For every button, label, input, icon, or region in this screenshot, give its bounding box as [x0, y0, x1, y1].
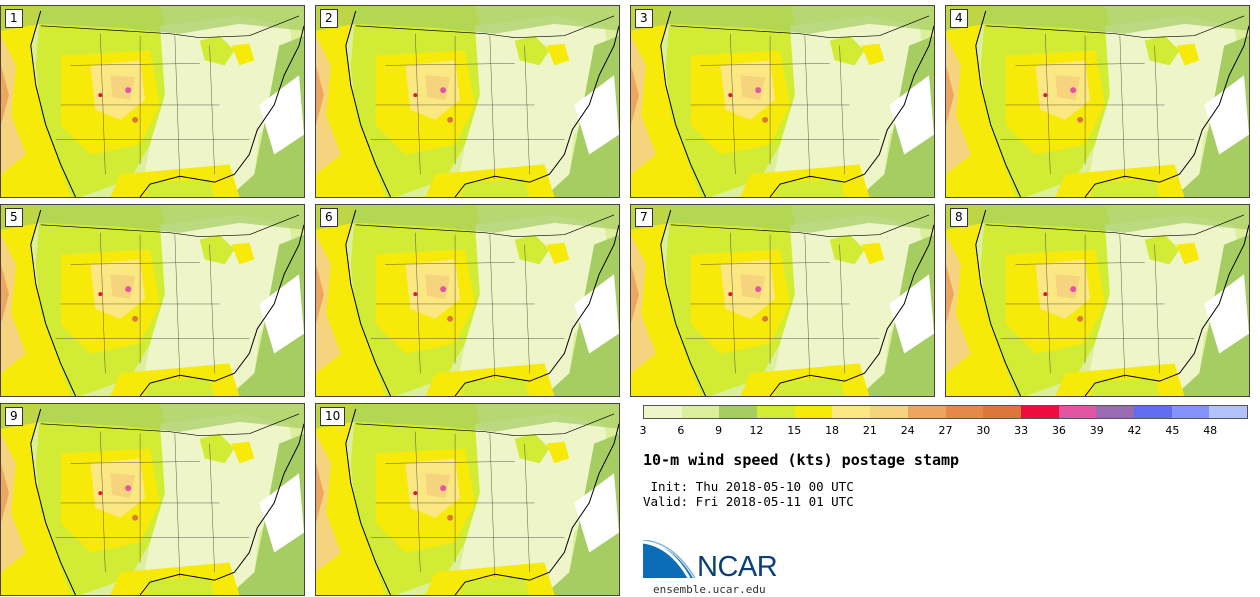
colorbar-segment [757, 406, 795, 418]
member-label: 7 [635, 208, 653, 227]
chart-title: 10-m wind speed (kts) postage stamp [643, 451, 960, 469]
colorbar-segment [870, 406, 908, 418]
colorbar-segment [832, 406, 871, 418]
member-label: 1 [5, 9, 23, 28]
colorbar-segment [1209, 406, 1247, 418]
map-image [946, 205, 1249, 396]
colorbar-tick-label: 42 [1127, 424, 1142, 437]
member-label: 9 [5, 407, 23, 426]
map-image [316, 404, 619, 595]
colorbar-segment [907, 406, 946, 418]
ensemble-member-panel: 4 [945, 5, 1250, 198]
ensemble-member-panel: 2 [315, 5, 620, 198]
member-label: 2 [320, 9, 338, 28]
ensemble-member-panel: 9 [0, 403, 305, 596]
colorbar-ticks: 3 6 9 12 15 18 21 24 27 30 33 36 39 42 45 48 [639, 424, 1248, 440]
ensemble-member-panel: 8 [945, 204, 1250, 397]
map-image [946, 6, 1249, 197]
ensemble-member-panel: 3 [630, 5, 935, 198]
colorbar-tick-label: 3 [639, 424, 647, 437]
colorbar-tick-label: 18 [825, 424, 840, 437]
colorbar-tick-label: 48 [1203, 424, 1218, 437]
site-url[interactable]: ensemble.ucar.edu [653, 583, 766, 596]
map-image [1, 205, 304, 396]
colorbar-segment [719, 406, 758, 418]
map-image [316, 205, 619, 396]
colorbar-tick-label: 30 [976, 424, 991, 437]
colorbar-tick-label: 36 [1051, 424, 1066, 437]
member-label: 4 [950, 9, 968, 28]
colorbar-tick-label: 15 [787, 424, 802, 437]
colorbar-tick-label: 21 [862, 424, 877, 437]
member-label: 8 [950, 208, 968, 227]
logo-text: NCAR [697, 551, 778, 583]
colorbar-tick-label: 6 [677, 424, 685, 437]
map-image [1, 404, 304, 595]
colorbar-segment [983, 406, 1021, 418]
ensemble-member-panel: 7 [630, 204, 935, 397]
ensemble-member-panel: 6 [315, 204, 620, 397]
colorbar-tick-label: 9 [715, 424, 723, 437]
colorbar [643, 405, 1248, 419]
ncar-logo-icon [643, 540, 696, 579]
member-label: 5 [5, 208, 23, 227]
colorbar-tick-label: 27 [938, 424, 953, 437]
colorbar-segment [1020, 406, 1059, 418]
map-image [631, 205, 934, 396]
colorbar-tick-label: 45 [1165, 424, 1180, 437]
ensemble-member-panel: 1 [0, 5, 305, 198]
member-label: 6 [320, 208, 338, 227]
map-image [316, 6, 619, 197]
colorbar-segment [1058, 406, 1097, 418]
member-label: 3 [635, 9, 653, 28]
colorbar-tick-label: 39 [1089, 424, 1104, 437]
colorbar-tick-label: 33 [1014, 424, 1029, 437]
ensemble-member-panel: 5 [0, 204, 305, 397]
colorbar-segment [681, 406, 720, 418]
colorbar-tick-label: 24 [900, 424, 915, 437]
colorbar-tick-label: 12 [749, 424, 764, 437]
colorbar-segment [945, 406, 984, 418]
map-image [1, 6, 304, 197]
colorbar-segment [794, 406, 833, 418]
map-image [631, 6, 934, 197]
colorbar-segment [1171, 406, 1210, 418]
init-time: Init: Thu 2018-05-10 00 UTC [643, 479, 854, 494]
colorbar-segment [1133, 406, 1172, 418]
colorbar-segment [1096, 406, 1134, 418]
valid-time: Valid: Fri 2018-05-11 01 UTC [643, 494, 854, 509]
colorbar-segment [644, 406, 682, 418]
member-label: 10 [320, 407, 346, 426]
ensemble-member-panel: 10 [315, 403, 620, 596]
